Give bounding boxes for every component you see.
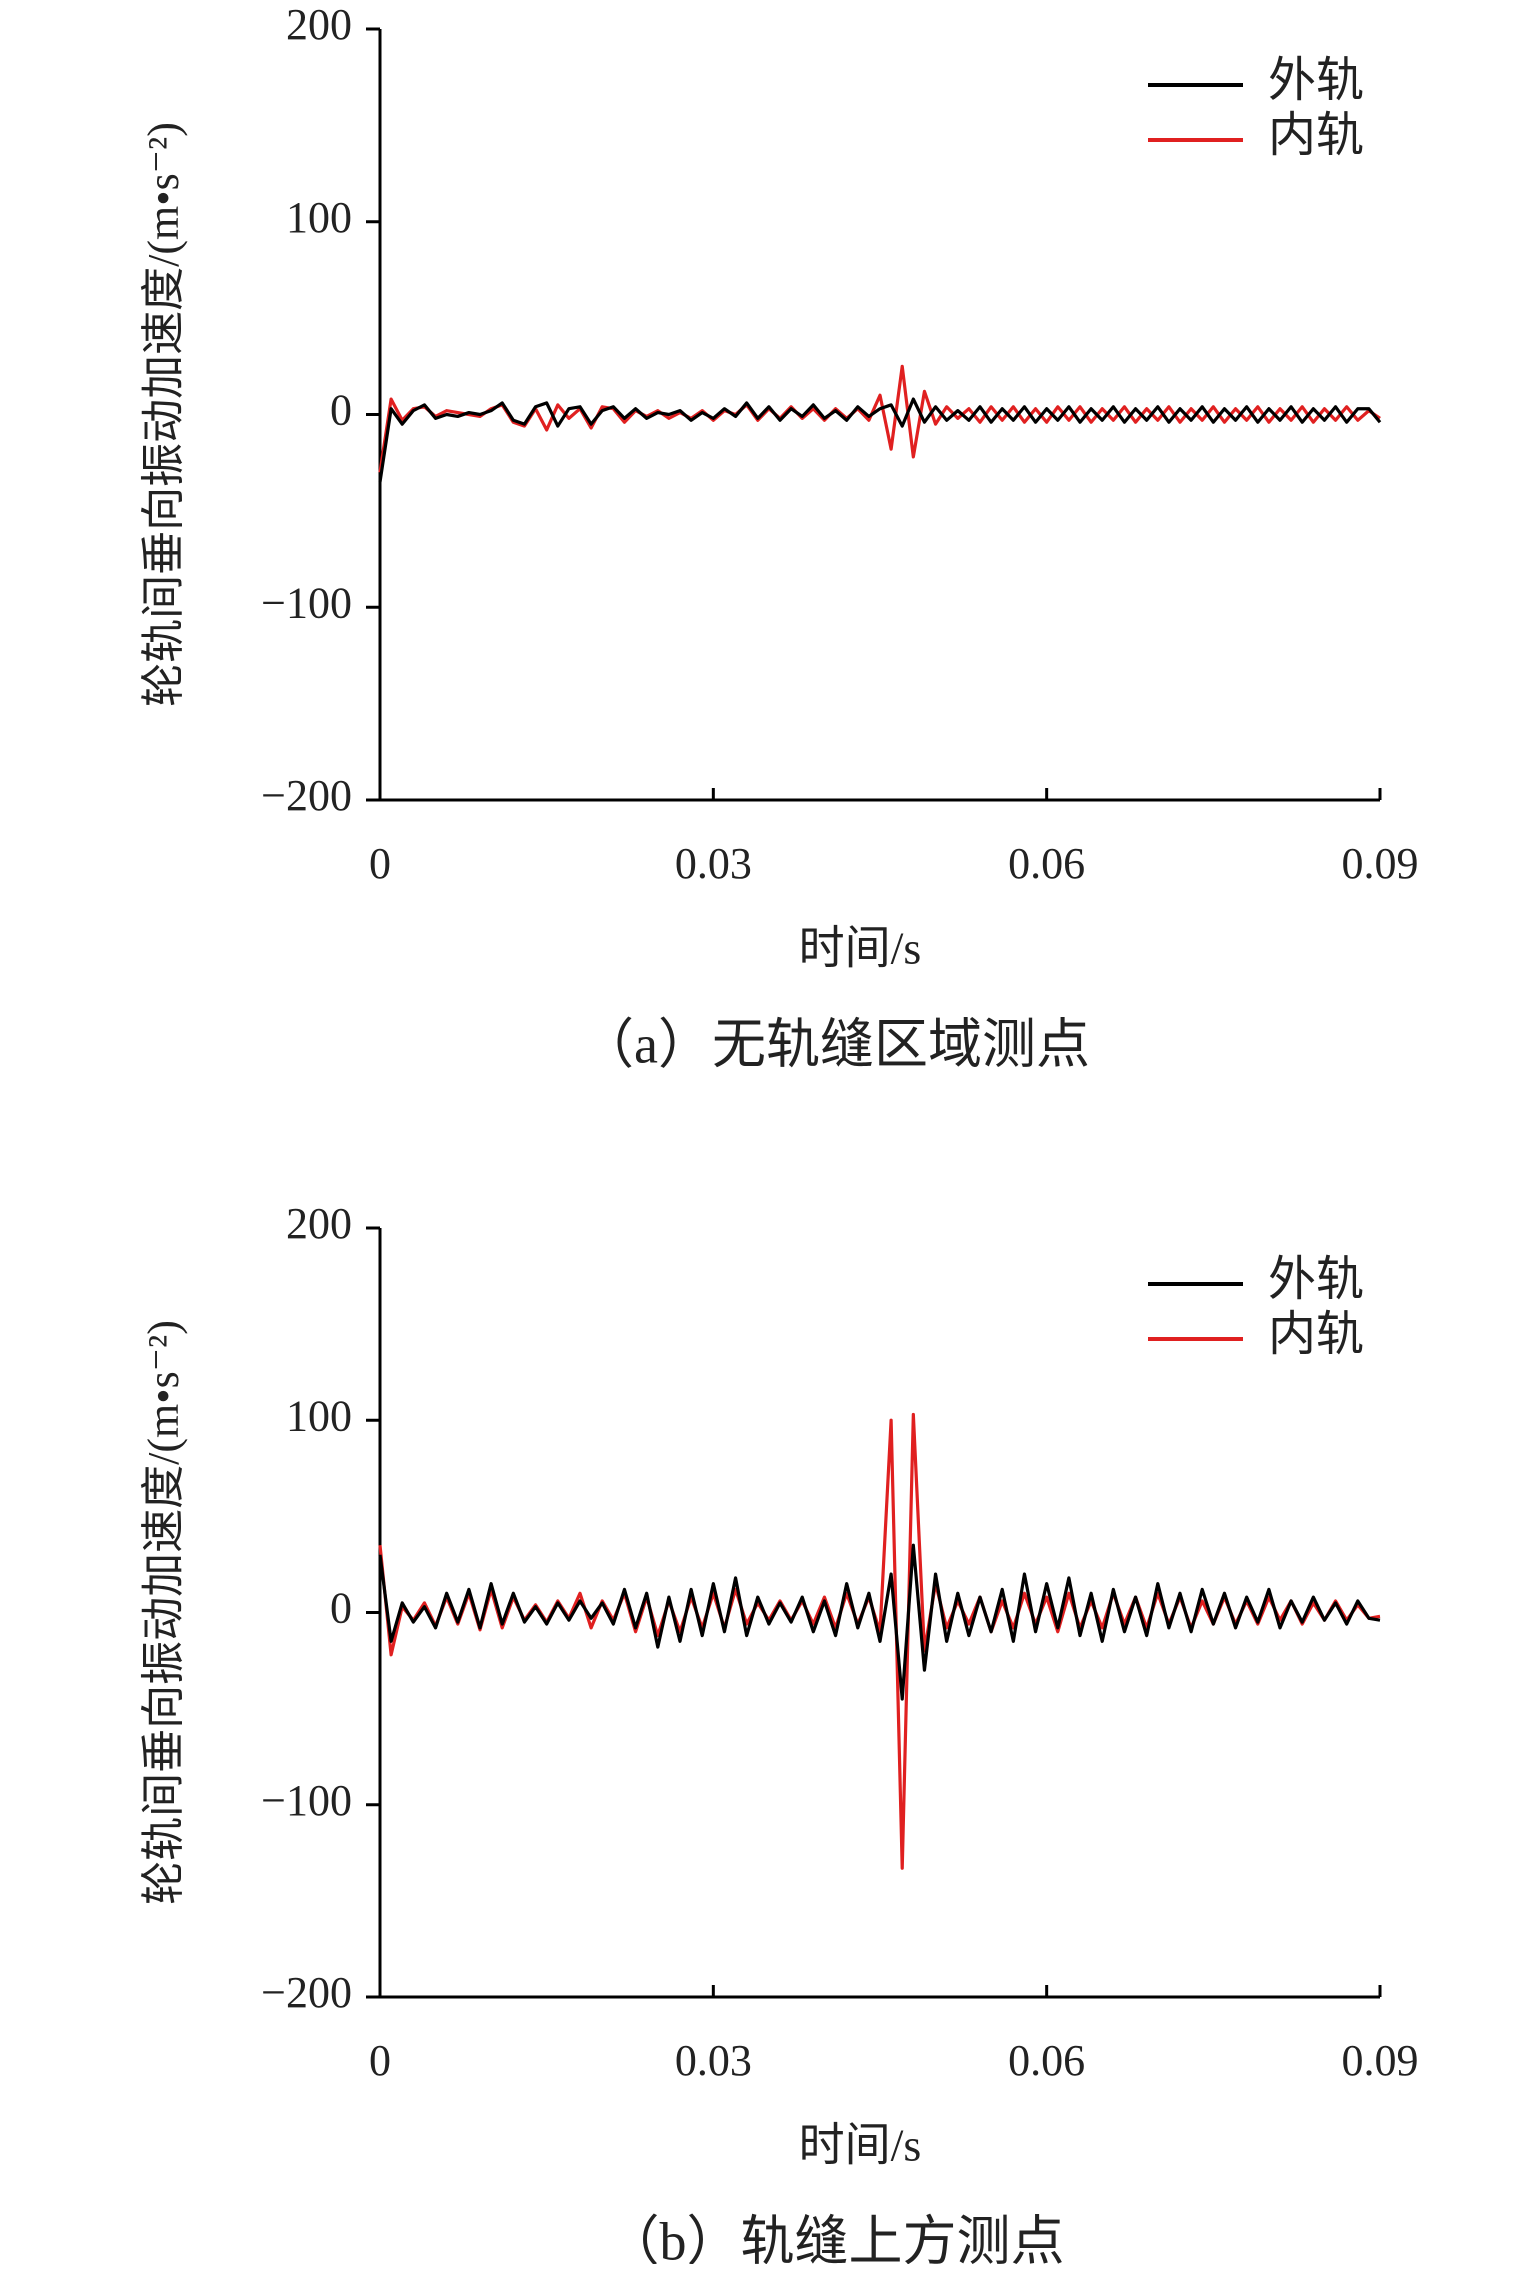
y-tick-label: 200 (286, 1199, 352, 1248)
caption: （a）无轨缝区域测点 (580, 1014, 1090, 1074)
legend-label: 外轨 (1268, 54, 1364, 107)
x-tick-label: 0.09 (1342, 839, 1419, 888)
x-tick-label: 0.06 (1008, 839, 1085, 888)
y-tick-label: −100 (261, 578, 352, 627)
y-axis-label: 轮轨间垂向振动加速度/(m•s⁻²) (139, 122, 188, 707)
legend-label: 内轨 (1268, 1308, 1364, 1361)
x-tick-label: 0.09 (1342, 2036, 1419, 2085)
legend-label: 内轨 (1268, 109, 1364, 162)
legend-label: 外轨 (1268, 1253, 1364, 1306)
y-tick-label: −100 (261, 1776, 352, 1825)
y-axis-label: 轮轨间垂向振动加速度/(m•s⁻²) (139, 1320, 188, 1905)
x-tick-label: 0 (369, 839, 391, 888)
caption: （b）轨缝上方测点 (606, 2211, 1065, 2264)
y-tick-label: −200 (261, 771, 352, 820)
x-tick-label: 0.03 (675, 2036, 752, 2085)
x-tick-label: 0.06 (1008, 2036, 1085, 2085)
y-tick-label: 100 (286, 193, 352, 242)
x-axis-label: 时间/s (799, 923, 922, 974)
x-axis-label: 时间/s (799, 2120, 922, 2171)
y-tick-label: 0 (330, 386, 352, 435)
data-line (378, 364, 1381, 473)
x-tick-label: 0 (369, 2036, 391, 2085)
y-tick-label: 100 (286, 1391, 352, 1440)
y-tick-label: 200 (286, 0, 352, 49)
data-line (378, 397, 1382, 483)
y-tick-label: 0 (330, 1584, 352, 1633)
x-tick-label: 0.03 (675, 839, 752, 888)
data-line (378, 1543, 1381, 1701)
y-tick-label: −200 (261, 1968, 352, 2017)
